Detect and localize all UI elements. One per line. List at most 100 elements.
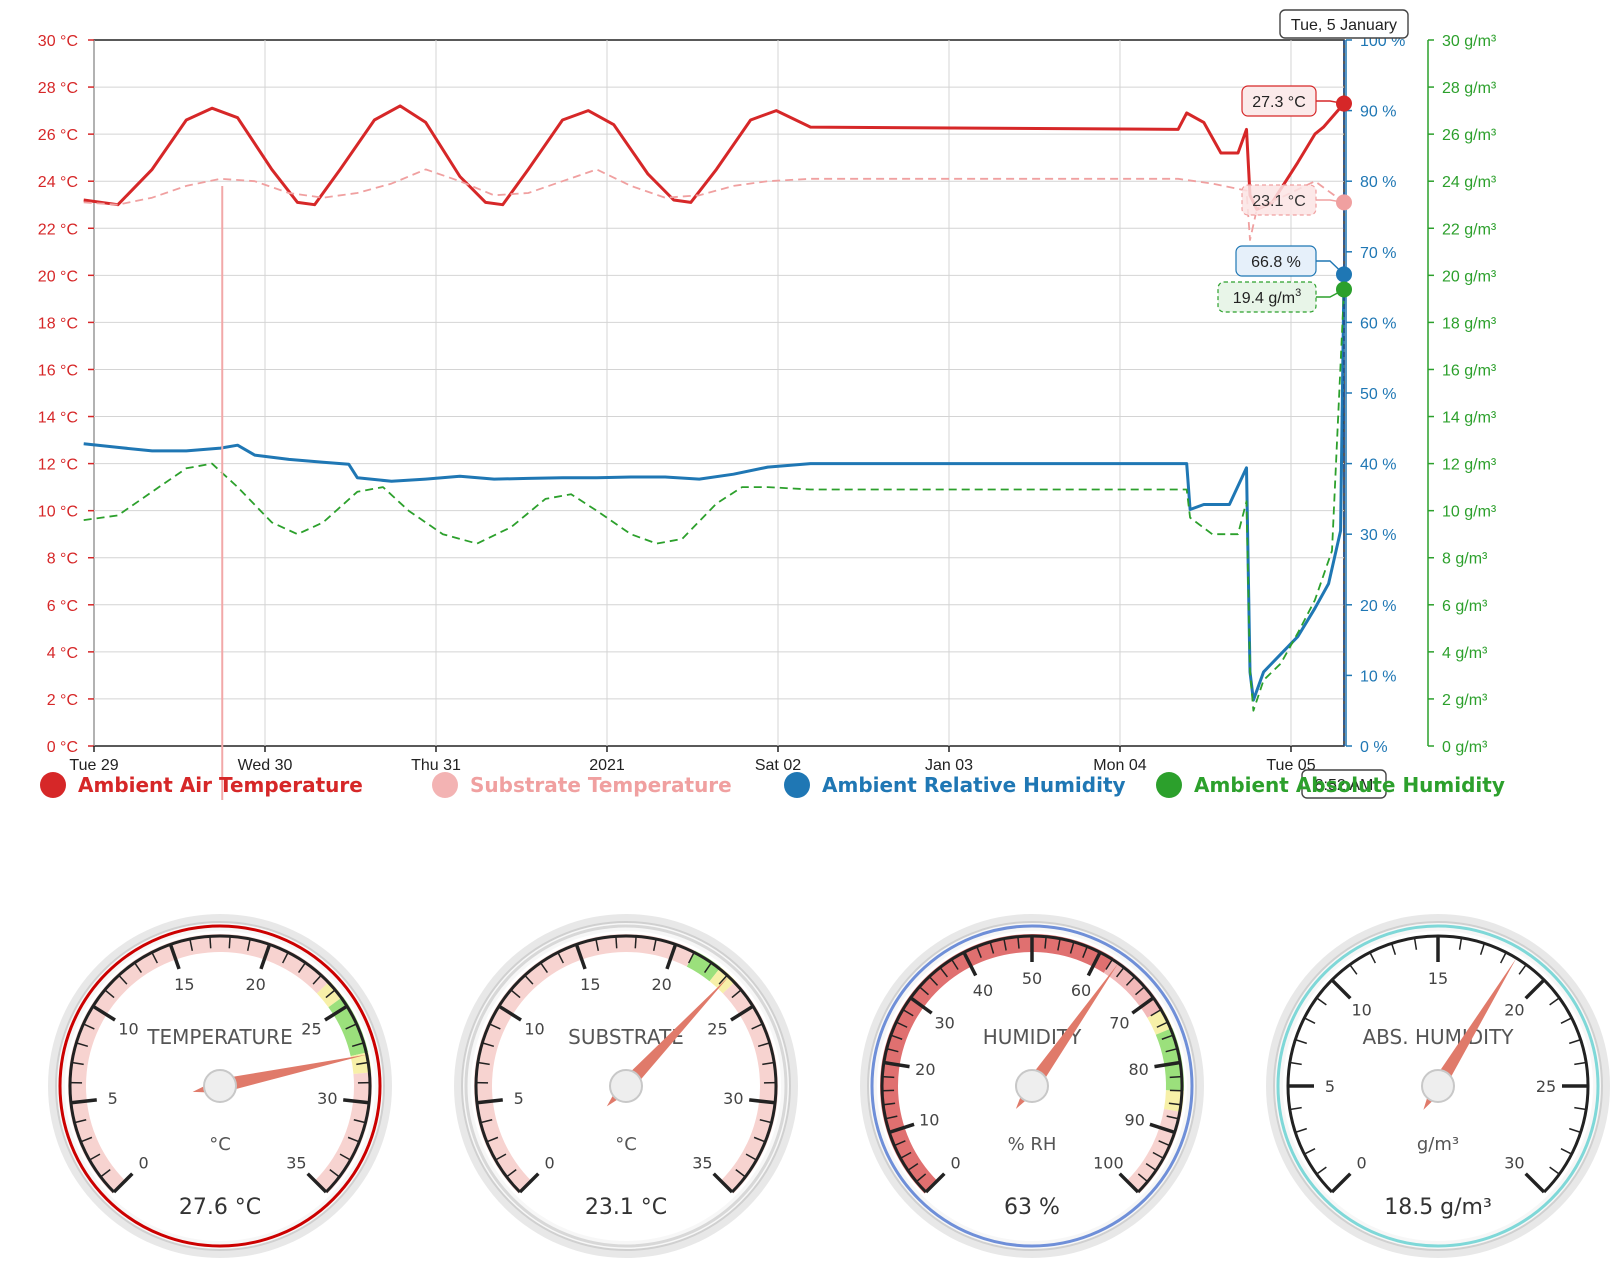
gauge-minor-tick	[356, 1061, 369, 1066]
gauge-tick-label: 10	[118, 1020, 138, 1039]
absolute-humidity-tick-label: 24 g/m³	[1442, 174, 1497, 191]
gauge-minor-tick	[1105, 958, 1114, 970]
absolute-humidity-tick-label: 28 g/m³	[1442, 80, 1497, 97]
gauge-minor-tick	[209, 936, 212, 949]
gauge-scale-arc	[880, 934, 1184, 1194]
gauge-band	[474, 934, 696, 1194]
tooltip-air-temperature: 27.3 °C	[1241, 85, 1352, 117]
legend-item-ambient-air-temperature[interactable]: Ambient Air Temperature	[40, 772, 363, 798]
gauge-scale-arc	[474, 934, 778, 1194]
time-tick-label: Tue 29	[69, 757, 118, 774]
gauge-minor-tick	[1560, 1017, 1572, 1025]
value-tooltips: 27.3 °C 23.1 °C 66.8 % 19.4 g/m3	[1217, 85, 1352, 313]
gauge-minor-tick	[950, 958, 959, 970]
gauge-minor-tick	[329, 1169, 340, 1178]
gauge-minor-tick	[1569, 1038, 1581, 1045]
gauge-hub	[609, 1069, 643, 1103]
temperature-tick-label: 2 °C	[47, 692, 78, 709]
gauge-major-tick	[168, 943, 181, 970]
gauge-minor-tick	[1549, 1166, 1560, 1175]
legend-label: Substrate Temperature	[470, 773, 732, 797]
gauge-minor-tick	[557, 952, 565, 964]
tooltip-air-temperature-text: 27.3 °C	[1252, 94, 1306, 111]
legend-item-ambient-absolute-humidity[interactable]: Ambient Absolute Humidity	[1156, 772, 1505, 798]
gauge-major-tick	[92, 1004, 116, 1022]
gauge-major-tick	[712, 1172, 734, 1194]
gauge-major-tick	[1154, 1060, 1181, 1069]
relative-humidity-axis: 0 %10 %20 %30 %40 %50 %60 %70 %80 %90 %1…	[1345, 33, 1405, 756]
gauge-minor-tick	[539, 962, 549, 973]
gauge-minor-tick	[885, 1115, 898, 1120]
series-ambient-absolute-humidity	[83, 289, 1345, 712]
gauge-major-tick	[730, 1004, 754, 1022]
gauge-minor-tick	[882, 1075, 895, 1079]
legend-label: Ambient Absolute Humidity	[1194, 773, 1505, 797]
gauge-minor-tick	[339, 1153, 351, 1161]
gauge-title: ABS. HUMIDITY	[1362, 1025, 1514, 1049]
gauge-minor-tick	[1560, 1147, 1572, 1155]
gauge-minor-tick	[907, 1162, 919, 1171]
gauge-minor-tick	[325, 989, 336, 999]
legend-label: Ambient Air Temperature	[78, 773, 363, 797]
gauge-minor-tick	[100, 1169, 111, 1178]
absolute-humidity-axis: 0 g/m³ 2 g/m³ 4 g/m³ 6 g/m³ 8 g/m³ 10 g/m³ 12 …	[1427, 33, 1497, 756]
tooltip-relative-humidity: 66.8 %	[1235, 245, 1352, 283]
gauge-tick-label: 60	[1071, 981, 1091, 1000]
gauge-minor-tick	[1044, 936, 1047, 949]
gauge-minor-tick	[759, 1118, 772, 1124]
absolute-humidity-tick-label: 20 g/m³	[1442, 268, 1497, 285]
temperature-tick-label: 16 °C	[38, 362, 78, 379]
gauge-tick-label: 0	[951, 1153, 961, 1172]
gauge-minor-tick	[281, 952, 289, 964]
gauge-minor-tick	[74, 1118, 87, 1124]
legend-item-ambient-relative-humidity[interactable]: Ambient Relative Humidity	[784, 772, 1126, 798]
temperature-tick-label: 26 °C	[38, 127, 78, 144]
gauge-tick-label: 20	[651, 975, 671, 994]
gauge-minor-tick	[189, 938, 194, 951]
gauge-major-tick	[1086, 951, 1102, 977]
gauge-scale-arc	[1286, 934, 1590, 1194]
time-tick-label: Jan 03	[925, 757, 973, 774]
gauge-minor-tick	[1168, 1102, 1181, 1106]
absolute-humidity-tick-label: 14 g/m³	[1442, 410, 1497, 427]
gauge-major-tick	[665, 943, 678, 970]
gauge-minor-tick	[1390, 943, 1397, 955]
gauge-minor-tick	[477, 1061, 490, 1066]
gauge-major-tick	[1118, 1172, 1140, 1194]
gauge-minor-tick	[615, 936, 618, 949]
absolute-humidity-tick-label: 16 g/m³	[1442, 362, 1497, 379]
gauge-unit: °C	[615, 1134, 637, 1155]
time-series-chart[interactable]: 0 °C 2 °C 4 °C 6 °C 8 °C 10 °C 12 °C 14 °C 16 °C…	[0, 0, 1624, 800]
substrate-temperature-marker	[1336, 194, 1352, 211]
gauge-tick-label: 5	[1325, 1077, 1335, 1096]
gauge-hub	[1421, 1069, 1455, 1103]
temperature-tick-label: 4 °C	[47, 645, 78, 662]
air-temperature-marker	[1336, 95, 1352, 112]
gauge-minor-tick	[1161, 1034, 1174, 1040]
gauge-minor-tick	[1166, 1115, 1179, 1120]
relative-humidity-tick-label: 10 %	[1360, 668, 1396, 685]
gauge-band	[686, 950, 721, 982]
gauge-tick-label: 100	[1093, 1153, 1124, 1172]
time-axis: Tue 29 Wed 30 Thu 31 2021 Sat 02 Jan 03 Mon 04…	[69, 746, 1316, 774]
gauge-ring	[58, 924, 382, 1248]
gauge-unit: % RH	[1008, 1134, 1057, 1155]
gauge-major-tick	[518, 1172, 540, 1194]
gauge-major-tick	[112, 1172, 134, 1194]
temperature-tick-label: 6 °C	[47, 598, 78, 615]
temperature-tick-label: 8 °C	[47, 551, 78, 568]
temperature-tick-label: 28 °C	[38, 80, 78, 97]
series-substrate-temperature	[83, 168, 1345, 241]
gauge-minor-tick	[918, 986, 929, 996]
absolute-humidity-tick-label: 10 g/m³	[1442, 504, 1497, 521]
gauge-minor-tick	[939, 967, 949, 978]
gauge-minor-tick	[753, 1136, 766, 1143]
gauge-minor-tick	[634, 936, 637, 949]
gauge-ring	[870, 924, 1194, 1248]
gauge-minor-tick	[1369, 952, 1377, 964]
legend-item-substrate-temperature[interactable]: Substrate Temperature	[432, 772, 732, 798]
gauge-minor-tick	[883, 1102, 896, 1106]
temperature-tick-label: 24 °C	[38, 174, 78, 191]
absolute-humidity-tick-label: 6 g/m³	[1442, 598, 1488, 615]
gauge-minor-tick	[1017, 936, 1020, 949]
